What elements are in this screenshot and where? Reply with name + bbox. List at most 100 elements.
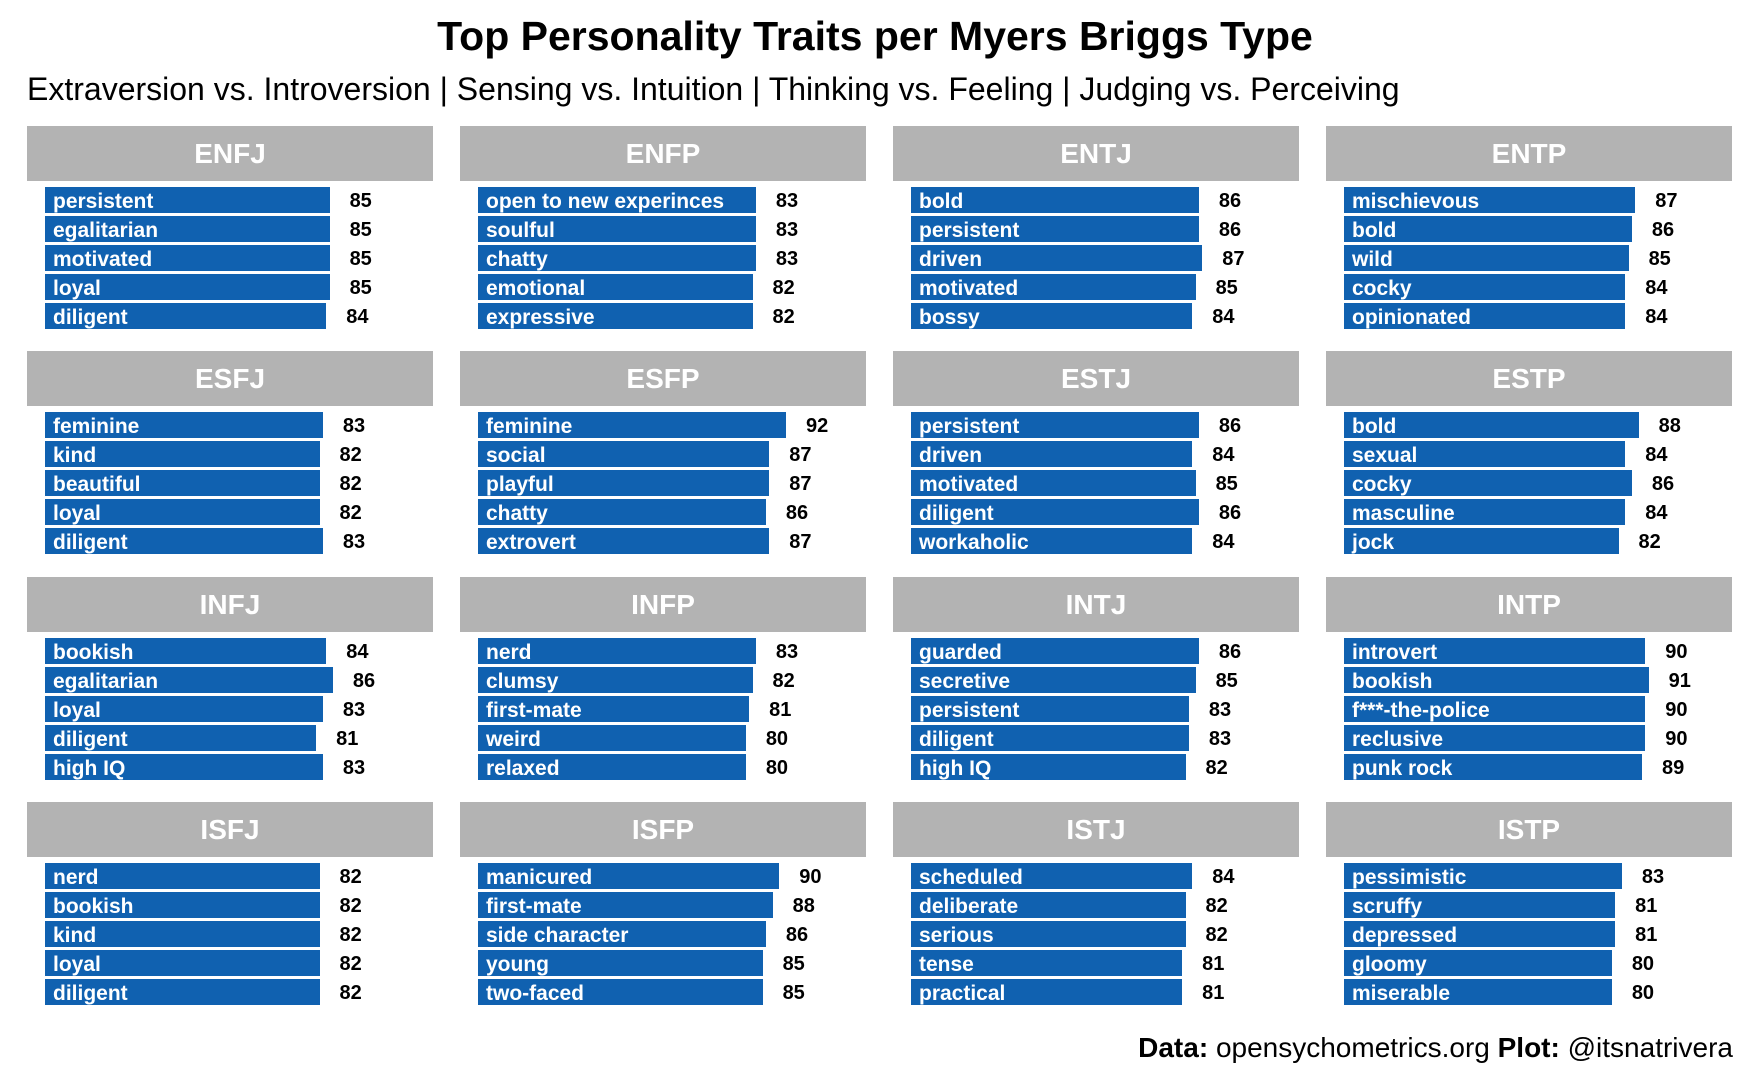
- trait-score-label: 82: [1638, 531, 1661, 553]
- trait-bar: [911, 412, 1199, 438]
- trait-score-label: 82: [1205, 895, 1228, 917]
- trait-label: bookish: [53, 895, 134, 918]
- facet-panel-intj: INTJ guarded 86 secretive 85 persistent 83 dili…: [893, 577, 1299, 787]
- facet-panel-infj: INFJ bookish 84 egalitarian 86 loyal 83 diligen…: [27, 577, 433, 787]
- trait-bar: [1344, 412, 1639, 438]
- trait-bar: [45, 470, 320, 496]
- trait-bar: [911, 303, 1193, 329]
- trait-label: diligent: [53, 728, 128, 751]
- trait-row: high IQ 82: [893, 754, 1299, 783]
- trait-score-label: 83: [342, 699, 366, 721]
- trait-bar: [45, 950, 320, 976]
- facet-strip-label: ESFP: [626, 363, 700, 394]
- trait-score-label: 82: [339, 444, 362, 466]
- trait-label: extrovert: [486, 531, 576, 554]
- trait-label: persistent: [53, 190, 154, 213]
- trait-label: high IQ: [53, 757, 126, 780]
- trait-score-label: 84: [1212, 866, 1235, 888]
- trait-row: guarded 86: [893, 638, 1299, 667]
- facet-strip: INTP: [1326, 577, 1732, 632]
- trait-row: motivated 85: [893, 470, 1299, 499]
- facet-strip-label: ISTP: [1497, 814, 1561, 845]
- trait-bar: [1344, 187, 1636, 213]
- facet-strip: INFP: [460, 577, 866, 632]
- trait-bar: [45, 441, 320, 467]
- trait-score-label: 84: [1645, 306, 1668, 328]
- trait-row: mischievous 87: [1326, 187, 1732, 216]
- trait-score-label: 81: [336, 728, 359, 750]
- facet-panel-istj: ISTJ scheduled 84 deliberate 82 serious 82 tens…: [893, 802, 1299, 1012]
- trait-row: kind 82: [27, 921, 433, 950]
- trait-row: first-mate 88: [460, 892, 866, 921]
- trait-bar: [45, 216, 330, 242]
- facet-strip: ISTP: [1326, 802, 1732, 857]
- trait-score-label: 85: [1215, 473, 1238, 495]
- trait-row: motivated 85: [27, 245, 433, 274]
- trait-bar: [1344, 274, 1626, 300]
- trait-row: jock 82: [1326, 528, 1732, 557]
- trait-bar: [1344, 528, 1619, 554]
- trait-label: motivated: [53, 248, 153, 271]
- trait-row: weird 80: [460, 725, 866, 754]
- trait-label: expressive: [486, 306, 595, 329]
- trait-row: secretive 85: [893, 667, 1299, 696]
- trait-row: deliberate 82: [893, 892, 1299, 921]
- trait-score-label: 83: [1208, 728, 1232, 750]
- trait-score-label: 84: [1212, 306, 1235, 328]
- trait-score-label: 90: [799, 866, 822, 888]
- facet-strip-label: ESFJ: [194, 363, 266, 394]
- facet-strip-label: INTP: [1497, 589, 1561, 620]
- trait-bar: [45, 245, 330, 271]
- trait-label: emotional: [486, 277, 586, 300]
- facet-strip-label: ENFP: [625, 138, 701, 169]
- trait-label: bookish: [53, 641, 134, 664]
- trait-score-label: 85: [1215, 277, 1238, 299]
- trait-bar: [1344, 725, 1646, 751]
- trait-bar: [478, 441, 770, 467]
- trait-bar: [45, 863, 320, 889]
- trait-score-label: 84: [346, 306, 369, 328]
- trait-row: social 87: [460, 441, 866, 470]
- facet-strip-label: ISTJ: [1066, 814, 1126, 845]
- trait-score-label: 91: [1668, 670, 1691, 692]
- trait-row: loyal 83: [27, 696, 433, 725]
- trait-score-label: 80: [1631, 982, 1655, 1004]
- facet-strip-label: ESTP: [1492, 363, 1566, 394]
- trait-bar: [911, 863, 1193, 889]
- trait-label: motivated: [919, 277, 1019, 300]
- trait-label: soulful: [486, 219, 555, 242]
- trait-row: diligent 86: [893, 499, 1299, 528]
- trait-row: loyal 82: [27, 499, 433, 528]
- trait-bar: [911, 245, 1203, 271]
- trait-row: persistent 86: [893, 412, 1299, 441]
- trait-bar: [478, 528, 770, 554]
- facet-strip: ENTJ: [893, 126, 1299, 181]
- trait-score-label: 80: [1631, 953, 1655, 975]
- trait-bar: [1344, 216, 1632, 242]
- trait-bar: [478, 412, 786, 438]
- trait-label: persistent: [919, 415, 1020, 438]
- trait-row: two-faced 85: [460, 979, 866, 1008]
- facet-panel-enfj: ENFJ persistent 85 egalitarian 85 motivated 85…: [27, 126, 433, 336]
- trait-score-label: 83: [342, 757, 366, 779]
- trait-label: bold: [1352, 415, 1397, 438]
- trait-score-label: 86: [1218, 219, 1242, 241]
- trait-label: serious: [919, 924, 994, 947]
- trait-bar: [1344, 303, 1626, 329]
- trait-row: persistent 83: [893, 696, 1299, 725]
- trait-bar: [1344, 921, 1616, 947]
- trait-bar: [45, 412, 323, 438]
- trait-score-label: 83: [1208, 699, 1232, 721]
- trait-score-label: 86: [1218, 415, 1242, 437]
- trait-row: pessimistic 83: [1326, 863, 1732, 892]
- trait-score-label: 83: [1641, 866, 1665, 888]
- trait-label: chatty: [486, 502, 548, 525]
- trait-row: beautiful 82: [27, 470, 433, 499]
- trait-row: masculine 84: [1326, 499, 1732, 528]
- trait-bar: [478, 754, 746, 780]
- trait-row: scheduled 84: [893, 863, 1299, 892]
- trait-bar: [911, 696, 1189, 722]
- trait-label: secretive: [919, 670, 1011, 693]
- trait-row: clumsy 82: [460, 667, 866, 696]
- trait-bar: [1344, 638, 1646, 664]
